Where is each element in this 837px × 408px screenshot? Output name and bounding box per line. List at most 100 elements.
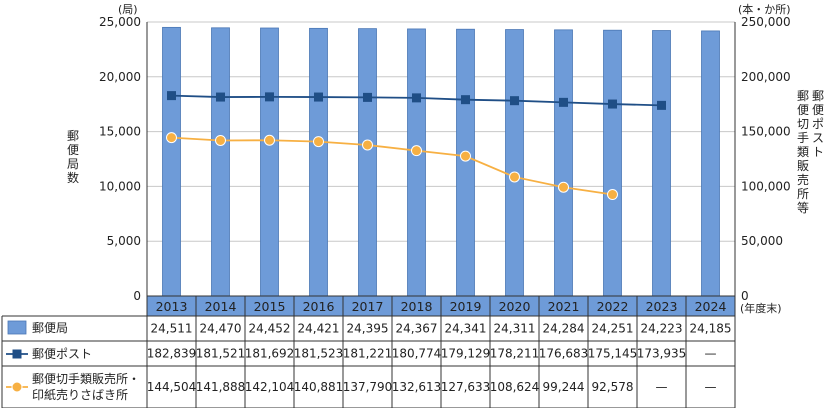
right-tick-label: 0 xyxy=(741,289,749,303)
year-label: 2016 xyxy=(303,299,335,314)
table-cell: 137,790 xyxy=(343,380,393,394)
bar xyxy=(652,30,671,297)
table-cell: 182,839 xyxy=(147,347,197,361)
legend-stamp-marker xyxy=(11,381,23,393)
bar xyxy=(162,26,181,297)
stamp-shop-point xyxy=(411,145,422,157)
right-axis-label-line1: 郵便ポスト xyxy=(812,89,824,159)
bar xyxy=(456,28,475,297)
right-tick-label: 100,000 xyxy=(741,179,791,193)
stamp-shop-point xyxy=(607,189,618,201)
table-cell: 142,104 xyxy=(245,380,295,394)
mail-post-point xyxy=(657,100,666,110)
table-cell: — xyxy=(705,347,717,361)
gridlines xyxy=(147,21,735,242)
bar xyxy=(309,27,328,297)
year-label: 2018 xyxy=(401,299,433,314)
stamp-shop-point xyxy=(264,134,275,146)
table-cell: 181,523 xyxy=(294,347,344,361)
right-axis-unit: (本・か所) xyxy=(738,2,791,16)
stamp-shop-point xyxy=(313,136,324,148)
legend-stamp-line1: 郵便切手類販売所・ xyxy=(32,371,140,386)
table-cell: 181,692 xyxy=(245,347,295,361)
table-cell: 178,211 xyxy=(490,347,540,361)
table-cell: 24,311 xyxy=(494,322,536,336)
table-cell: 24,395 xyxy=(347,322,389,336)
bar xyxy=(554,29,573,297)
table-cell: 24,185 xyxy=(690,322,732,336)
axes: 25,000 250,000 20,000 200,000 15,000 150,000 1… xyxy=(67,2,824,315)
data-table: 2013 2014 2015 2016 2017 2018 2019 2020 2021 2022… xyxy=(1,295,736,408)
legend-post-office: 郵便局 xyxy=(32,321,68,335)
bar xyxy=(211,27,230,297)
legend-post-marker xyxy=(12,349,22,359)
table-cell: 144,504 xyxy=(147,380,197,394)
table-cell: 127,633 xyxy=(441,380,491,394)
stamp-shop-point xyxy=(215,134,226,146)
table-cell: 99,244 xyxy=(543,380,585,394)
year-label: 2023 xyxy=(646,299,678,314)
mail-post-point xyxy=(216,92,225,102)
right-tick-label: 250,000 xyxy=(741,15,791,29)
left-axis-unit: (局) xyxy=(118,3,138,16)
table-cell: 24,421 xyxy=(298,322,340,336)
stamp-shop-point xyxy=(166,132,177,144)
mail-post-point xyxy=(510,96,519,106)
year-label: 2020 xyxy=(499,299,531,314)
stamp-shop-point xyxy=(558,181,569,193)
table-cell: 175,145 xyxy=(588,347,638,361)
bar xyxy=(358,28,377,297)
right-tick-label: 50,000 xyxy=(741,234,783,248)
mail-post-point xyxy=(412,93,421,103)
x-axis-unit: (年度末) xyxy=(740,301,782,315)
right-tick-label: 150,000 xyxy=(741,125,791,139)
bar xyxy=(505,29,524,297)
table-cell: 173,935 xyxy=(637,347,687,361)
table-cell: 24,251 xyxy=(592,322,634,336)
mail-post-point xyxy=(559,97,568,107)
left-tick-label: 0 xyxy=(133,289,141,303)
stamp-shop-point xyxy=(509,171,520,183)
table-cell: 24,367 xyxy=(396,322,438,336)
bar xyxy=(260,27,279,297)
table-cell: 180,774 xyxy=(392,347,442,361)
table-cell: 24,452 xyxy=(249,322,291,336)
year-label: 2022 xyxy=(597,299,629,314)
table-cell: 24,341 xyxy=(445,322,487,336)
mail-post-point xyxy=(363,92,372,102)
stamp-shop-point xyxy=(362,139,373,151)
table-cell: 24,223 xyxy=(641,322,683,336)
table-cell: 132,613 xyxy=(392,380,442,394)
mail-post-point xyxy=(167,91,176,101)
left-tick-label: 20,000 xyxy=(99,70,141,84)
table-cell: 24,511 xyxy=(151,322,193,336)
table-cell: 179,129 xyxy=(441,347,491,361)
table-cell: — xyxy=(705,380,717,394)
stamp-shop-point xyxy=(460,150,471,162)
table-cell: 92,578 xyxy=(592,380,634,394)
table-cell: 141,888 xyxy=(196,380,246,394)
mail-post-point xyxy=(314,92,323,102)
table-cell: 176,683 xyxy=(539,347,589,361)
stamp-shop-line xyxy=(171,136,613,196)
legend-mail-post: 郵便ポスト xyxy=(32,347,92,361)
left-tick-label: 10,000 xyxy=(99,179,141,193)
bar-series xyxy=(162,26,720,297)
bar xyxy=(407,28,426,297)
bar xyxy=(603,29,622,297)
line-series xyxy=(166,91,666,201)
year-label: 2013 xyxy=(156,299,188,314)
year-label: 2014 xyxy=(205,299,237,314)
left-axis-label: 郵便局数 xyxy=(67,129,79,185)
year-label: 2015 xyxy=(254,299,286,314)
table-cell: 24,284 xyxy=(543,322,585,336)
right-axis-label-line2: 郵便切手類販売所等 xyxy=(797,89,809,215)
bar xyxy=(701,30,720,297)
left-tick-label: 5,000 xyxy=(107,234,141,248)
year-label: 2017 xyxy=(352,299,384,314)
mail-post-point xyxy=(265,92,274,102)
legend-bar-swatch xyxy=(7,320,27,335)
year-label: 2019 xyxy=(450,299,482,314)
table-cell: — xyxy=(656,380,668,394)
